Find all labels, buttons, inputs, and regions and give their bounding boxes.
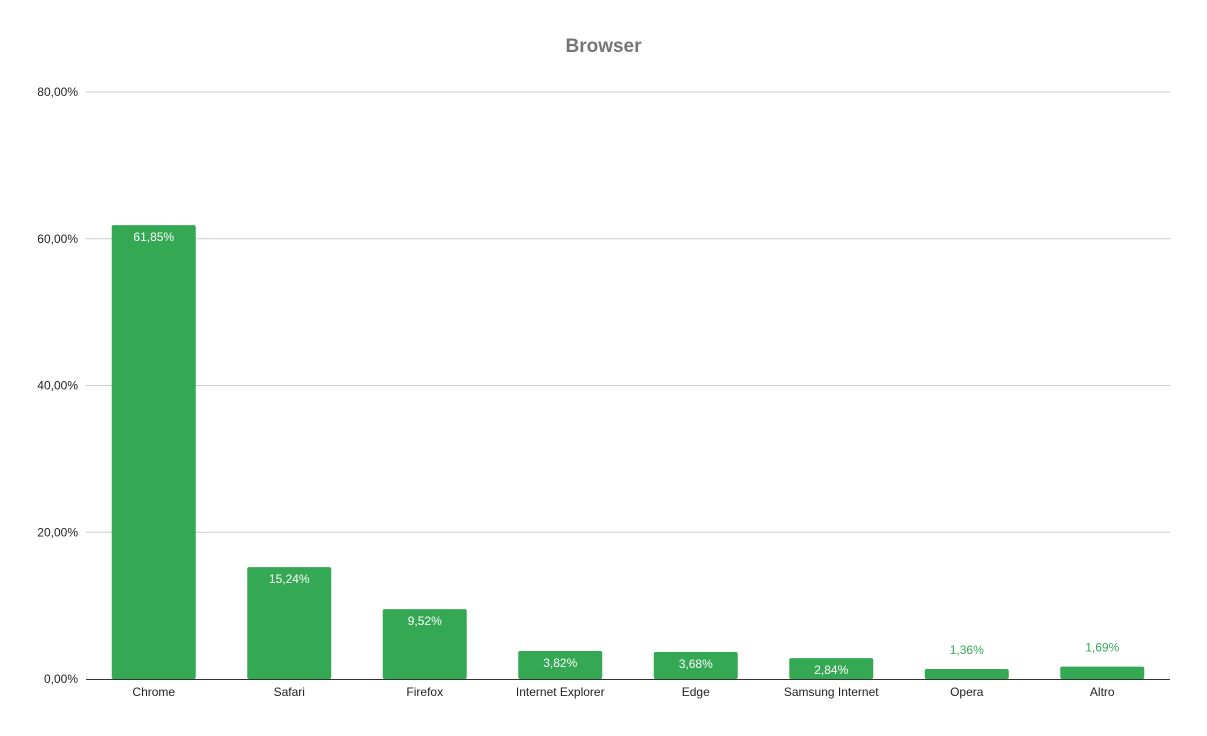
- y-tick-label: 80,00%: [37, 85, 78, 99]
- bar-value-labels: 61,85% 15,24% 9,52% 3,82% 3,68% 2,84% 1,36% 1,6…: [133, 230, 1119, 677]
- x-category-label: Firefox: [406, 685, 443, 699]
- x-category-label: Safari: [274, 685, 305, 699]
- y-tick-label: 60,00%: [37, 232, 78, 246]
- y-tick-label: 0,00%: [44, 672, 78, 686]
- x-category-label: Edge: [682, 685, 710, 699]
- bar-value-label: 3,68%: [679, 657, 713, 671]
- bar-value-label: 15,24%: [269, 572, 310, 586]
- bars: [111, 225, 1145, 679]
- bar-value-label: 61,85%: [133, 230, 174, 244]
- x-category-label: Altro: [1090, 685, 1115, 699]
- bar: [653, 651, 738, 679]
- x-category-label: Opera: [950, 685, 984, 699]
- bar: [382, 609, 467, 679]
- bar: [111, 225, 196, 679]
- bar-value-label: 3,82%: [543, 656, 577, 670]
- y-tick-label: 40,00%: [37, 379, 78, 393]
- bar-value-label: 1,36%: [950, 643, 984, 657]
- bar-value-label: 9,52%: [408, 614, 442, 628]
- bar: [247, 567, 332, 679]
- bar-value-label: 2,84%: [814, 663, 848, 677]
- bar: [924, 669, 1009, 679]
- x-category-label: Chrome: [132, 685, 175, 699]
- gridlines: [86, 91, 1170, 533]
- x-axis-category-labels: Chrome Safari Firefox Internet Explorer Edge…: [132, 685, 1115, 699]
- x-category-label: Samsung Internet: [784, 685, 879, 699]
- bar: [789, 658, 874, 679]
- bar: [1060, 666, 1145, 679]
- bar-value-label: 1,69%: [1085, 641, 1119, 655]
- chart-title: Browser: [565, 36, 642, 57]
- y-axis-tick-labels: 0,00% 20,00% 40,00% 60,00% 80,00%: [37, 85, 78, 686]
- y-tick-label: 20,00%: [37, 525, 78, 539]
- x-category-label: Internet Explorer: [516, 685, 605, 699]
- bar: [518, 650, 603, 679]
